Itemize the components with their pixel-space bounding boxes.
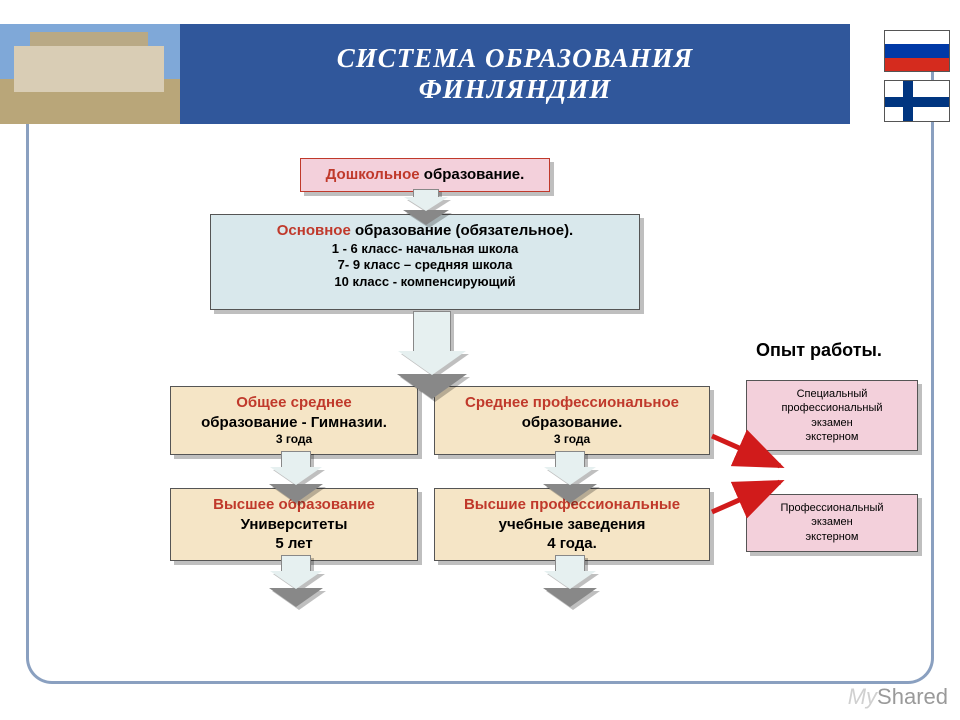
arrow-down-icon [270, 451, 322, 485]
arrow-down-icon [270, 555, 322, 589]
arrow-down-icon [398, 311, 466, 375]
arrow-down-icon [404, 189, 448, 211]
box-vocational: Среднее профессиональное образование. 3 … [434, 386, 710, 455]
side-label: Опыт работы. [756, 340, 882, 361]
box-preschool: Дошкольное образование. [300, 158, 550, 192]
arrow-down-icon [544, 451, 596, 485]
box-special-exam: Специальный профессиональный экзамен экс… [746, 380, 918, 451]
diagram-canvas: Дошкольное образование. Основное образов… [0, 0, 960, 720]
box-prof-exam: Профессиональный экзамен экстерном [746, 494, 918, 552]
box-basic-education: Основное образование (обязательное). 1 -… [210, 214, 640, 310]
box-gymnasium: Общее среднее образование - Гимназии. 3 … [170, 386, 418, 455]
watermark: MyShared [848, 684, 948, 710]
arrow-down-icon [544, 555, 596, 589]
